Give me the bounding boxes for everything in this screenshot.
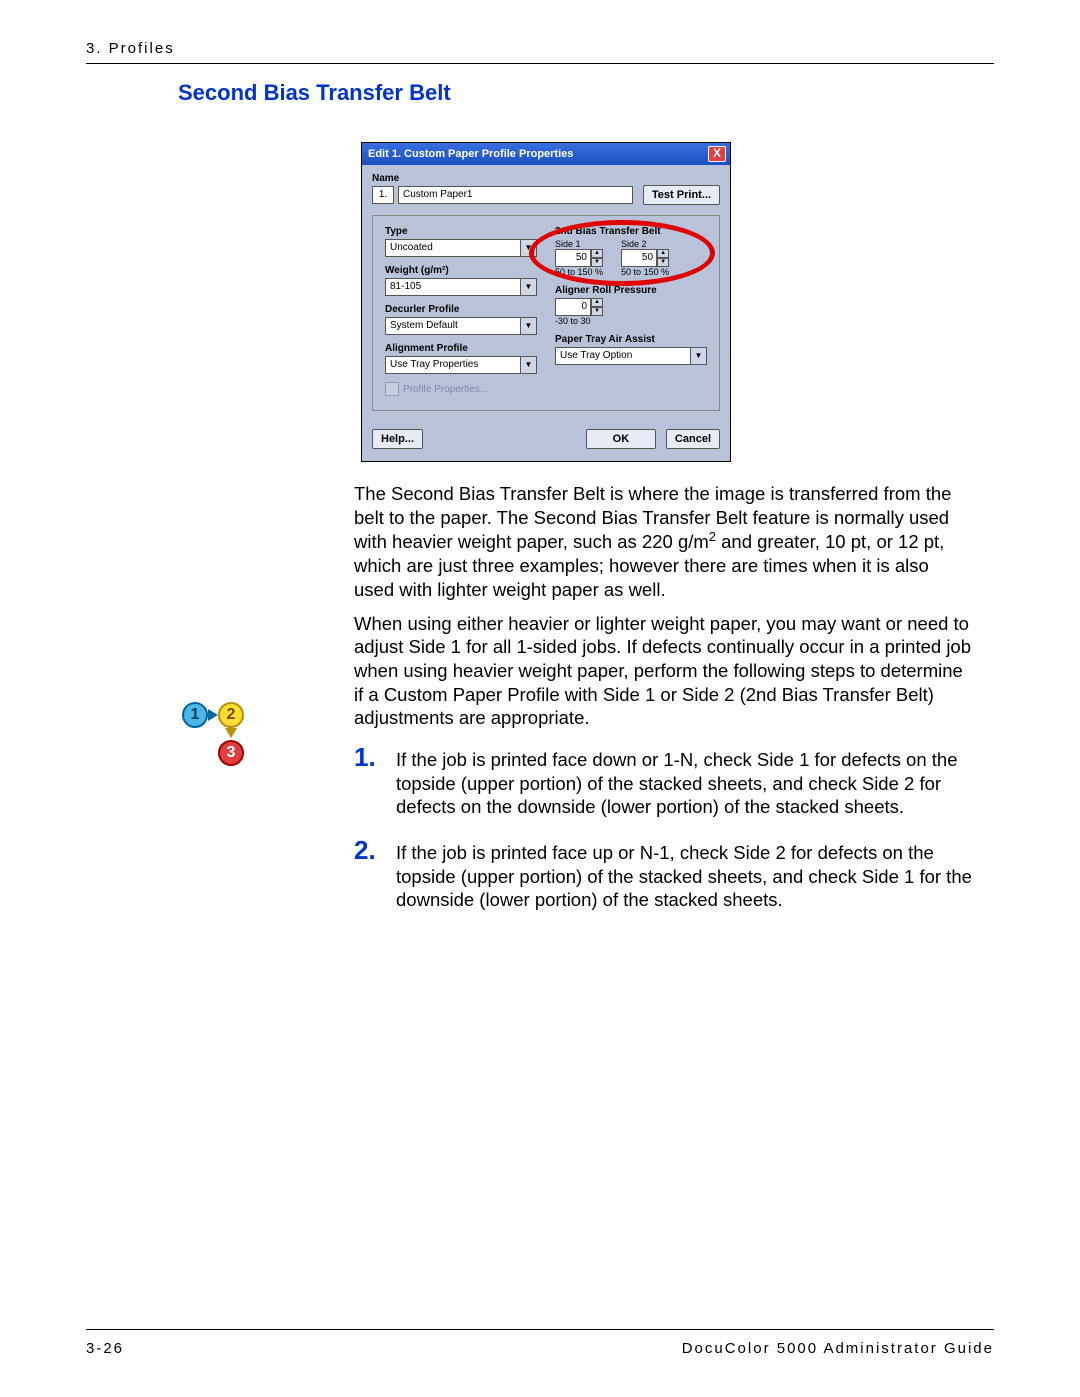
properties-icon: [385, 382, 399, 396]
chevron-down-icon[interactable]: ▼: [521, 239, 537, 257]
type-dropdown[interactable]: Uncoated ▼: [385, 239, 537, 257]
step-2: 2. If the job is printed face up or N-1,…: [354, 837, 974, 912]
decurler-value: System Default: [385, 317, 521, 335]
airassist-label: Paper Tray Air Assist: [555, 334, 707, 345]
alignment-label: Alignment Profile: [385, 343, 537, 354]
aligner-value: 0: [555, 298, 591, 316]
side2-spinner[interactable]: 50 ▲▼: [621, 249, 669, 267]
bias-label: 2nd Bias Transfer Belt: [555, 226, 707, 237]
step-text: If the job is printed face up or N-1, ch…: [396, 837, 974, 912]
airassist-dropdown[interactable]: Use Tray Option ▼: [555, 347, 707, 365]
doc-title: DocuColor 5000 Administrator Guide: [682, 1340, 994, 1357]
name-label: Name: [372, 173, 633, 184]
down-icon[interactable]: ▼: [657, 258, 669, 267]
alignment-value: Use Tray Properties: [385, 356, 521, 374]
paragraph-1: The Second Bias Transfer Belt is where t…: [354, 482, 974, 602]
profile-properties-label: Profile Properties...: [403, 384, 488, 395]
aligner-range: -30 to 30: [555, 316, 707, 326]
help-button[interactable]: Help...: [372, 429, 423, 449]
header-rule: [86, 63, 994, 64]
ok-button[interactable]: OK: [586, 429, 656, 449]
weight-value: 81-105: [385, 278, 521, 296]
close-icon[interactable]: X: [708, 146, 726, 162]
decurler-label: Decurler Profile: [385, 304, 537, 315]
step-number: 1.: [354, 744, 396, 819]
chevron-down-icon[interactable]: ▼: [521, 356, 537, 374]
step-circle-1: 1: [182, 702, 208, 728]
down-icon[interactable]: ▼: [591, 307, 603, 316]
up-icon[interactable]: ▲: [657, 249, 669, 258]
step-number: 2.: [354, 837, 396, 912]
profile-properties-link: Profile Properties...: [385, 382, 537, 396]
step-icons: 1 2 3: [182, 702, 248, 768]
side2-value: 50: [621, 249, 657, 267]
side1-spinner[interactable]: 50 ▲▼: [555, 249, 603, 267]
decurler-dropdown[interactable]: System Default ▼: [385, 317, 537, 335]
test-print-button[interactable]: Test Print...: [643, 185, 720, 205]
name-index: 1.: [372, 186, 394, 204]
up-icon[interactable]: ▲: [591, 249, 603, 258]
type-value: Uncoated: [385, 239, 521, 257]
paragraph-2: When using either heavier or lighter wei…: [354, 612, 974, 730]
down-icon[interactable]: ▼: [591, 258, 603, 267]
chevron-down-icon[interactable]: ▼: [691, 347, 707, 365]
chevron-down-icon[interactable]: ▼: [521, 278, 537, 296]
step-circle-3: 3: [218, 740, 244, 766]
aligner-label: Aligner Roll Pressure: [555, 285, 707, 296]
side1-label: Side 1: [555, 239, 603, 249]
up-icon[interactable]: ▲: [591, 298, 603, 307]
weight-label: Weight (g/m²): [385, 265, 537, 276]
airassist-value: Use Tray Option: [555, 347, 691, 365]
weight-dropdown[interactable]: 81-105 ▼: [385, 278, 537, 296]
side2-label: Side 2: [621, 239, 669, 249]
side1-range: 50 to 150 %: [555, 267, 603, 277]
aligner-spinner[interactable]: 0 ▲▼: [555, 298, 603, 316]
step-1: 1. If the job is printed face down or 1-…: [354, 744, 974, 819]
arrow-down-icon: [225, 728, 237, 738]
type-label: Type: [385, 226, 537, 237]
step-circle-2: 2: [218, 702, 244, 728]
arrow-right-icon: [208, 709, 218, 721]
dialog-titlebar: Edit 1. Custom Paper Profile Properties …: [362, 143, 730, 165]
step-text: If the job is printed face down or 1-N, …: [396, 744, 974, 819]
profile-dialog: Edit 1. Custom Paper Profile Properties …: [361, 142, 731, 462]
cancel-button[interactable]: Cancel: [666, 429, 720, 449]
dialog-title: Edit 1. Custom Paper Profile Properties: [368, 148, 573, 160]
alignment-dropdown[interactable]: Use Tray Properties ▼: [385, 356, 537, 374]
name-input[interactable]: Custom Paper1: [398, 186, 633, 204]
chapter-header: 3. Profiles: [86, 40, 994, 63]
footer-rule: [86, 1329, 994, 1330]
section-title: Second Bias Transfer Belt: [178, 80, 994, 106]
chevron-down-icon[interactable]: ▼: [521, 317, 537, 335]
side2-range: 50 to 150 %: [621, 267, 669, 277]
page-number: 3-26: [86, 1340, 124, 1357]
side1-value: 50: [555, 249, 591, 267]
